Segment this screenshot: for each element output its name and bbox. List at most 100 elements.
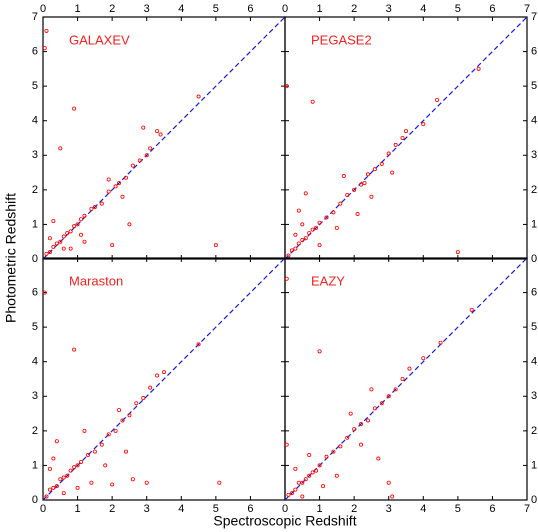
x-tick-label: 3 bbox=[386, 3, 392, 15]
y-tick-label: 7 bbox=[531, 11, 537, 23]
x-tick-label: 5 bbox=[213, 503, 219, 515]
y-tick-label: 3 bbox=[531, 149, 537, 161]
x-tick-label: 6 bbox=[247, 503, 253, 515]
data-point bbox=[58, 239, 63, 244]
data-point bbox=[82, 239, 87, 244]
data-point bbox=[435, 97, 440, 102]
data-point bbox=[296, 480, 301, 485]
panel-title: Maraston bbox=[69, 273, 123, 288]
data-point bbox=[369, 194, 374, 199]
data-point bbox=[72, 224, 77, 229]
y-tick-label: 0 bbox=[32, 494, 38, 506]
data-point bbox=[120, 194, 125, 199]
x-tick-label: 4 bbox=[420, 503, 426, 515]
data-point bbox=[113, 428, 118, 433]
y-tick-label: 4 bbox=[531, 115, 537, 127]
x-tick-label: 3 bbox=[144, 3, 150, 15]
data-point bbox=[196, 94, 201, 99]
x-tick-label: 4 bbox=[178, 503, 184, 515]
data-point bbox=[79, 459, 84, 464]
x-tick-label: 6 bbox=[489, 3, 495, 15]
data-point bbox=[72, 465, 77, 470]
data-point bbox=[75, 463, 80, 468]
data-point bbox=[284, 442, 289, 447]
panel-frame bbox=[284, 257, 528, 501]
data-point bbox=[317, 243, 322, 248]
data-point bbox=[303, 477, 308, 482]
panel-title: PEGASE2 bbox=[311, 32, 372, 47]
data-point bbox=[379, 161, 384, 166]
data-point bbox=[372, 167, 377, 172]
data-point bbox=[317, 463, 322, 468]
data-point bbox=[68, 246, 73, 251]
data-point bbox=[92, 205, 97, 210]
data-point bbox=[155, 373, 160, 378]
data-point bbox=[141, 396, 146, 401]
one-to-one-line bbox=[42, 16, 286, 260]
data-point bbox=[99, 442, 104, 447]
data-point bbox=[341, 174, 346, 179]
data-point bbox=[106, 189, 111, 194]
data-point bbox=[137, 158, 142, 163]
data-point bbox=[54, 241, 59, 246]
data-point bbox=[217, 480, 222, 485]
data-point bbox=[99, 201, 104, 206]
data-point bbox=[47, 487, 52, 492]
data-point bbox=[334, 225, 339, 230]
data-point bbox=[75, 485, 80, 490]
data-point bbox=[455, 250, 460, 255]
data-point bbox=[58, 146, 63, 151]
data-point bbox=[89, 206, 94, 211]
data-point bbox=[161, 370, 166, 375]
data-point bbox=[284, 276, 289, 281]
data-point bbox=[365, 172, 370, 177]
data-point bbox=[44, 251, 49, 256]
y-tick-label: 2 bbox=[531, 184, 537, 196]
x-tick-label: 5 bbox=[213, 3, 219, 15]
y-tick-label: 1 bbox=[32, 459, 38, 471]
data-point bbox=[110, 243, 115, 248]
data-point bbox=[284, 84, 289, 89]
x-tick-label: 1 bbox=[75, 503, 81, 515]
data-point bbox=[476, 66, 481, 71]
data-point bbox=[196, 342, 201, 347]
data-point bbox=[158, 132, 163, 137]
data-point bbox=[127, 222, 132, 227]
y-tick-label: 3 bbox=[531, 390, 537, 402]
data-point bbox=[293, 487, 298, 492]
data-point bbox=[123, 449, 128, 454]
data-point bbox=[331, 210, 336, 215]
data-point bbox=[331, 449, 336, 454]
x-tick-label: 5 bbox=[455, 503, 461, 515]
x-tick-label: 6 bbox=[247, 3, 253, 15]
data-point bbox=[61, 246, 66, 251]
data-point bbox=[82, 213, 87, 218]
y-tick-label: 6 bbox=[32, 45, 38, 57]
data-point bbox=[51, 244, 56, 249]
data-point bbox=[300, 494, 305, 499]
y-tick-label: 6 bbox=[531, 45, 537, 57]
data-point bbox=[438, 340, 443, 345]
data-point bbox=[386, 394, 391, 399]
data-point bbox=[54, 484, 59, 489]
data-point bbox=[362, 180, 367, 185]
x-tick-label: 0 bbox=[282, 3, 288, 15]
data-point bbox=[310, 470, 315, 475]
data-point bbox=[310, 99, 315, 104]
data-point bbox=[44, 494, 49, 499]
data-point bbox=[286, 253, 291, 258]
x-tick-label: 7 bbox=[524, 503, 530, 515]
x-tick-label: 6 bbox=[489, 503, 495, 515]
data-point bbox=[338, 444, 343, 449]
y-tick-label: 1 bbox=[531, 218, 537, 230]
x-tick-label: 3 bbox=[386, 503, 392, 515]
data-point bbox=[293, 232, 298, 237]
data-point bbox=[85, 453, 90, 458]
data-point bbox=[58, 477, 63, 482]
data-point bbox=[120, 418, 125, 423]
data-point bbox=[317, 220, 322, 225]
data-point bbox=[348, 411, 353, 416]
data-point bbox=[155, 129, 160, 134]
x-tick-label: 0 bbox=[40, 3, 46, 15]
y-tick-label: 5 bbox=[32, 80, 38, 92]
